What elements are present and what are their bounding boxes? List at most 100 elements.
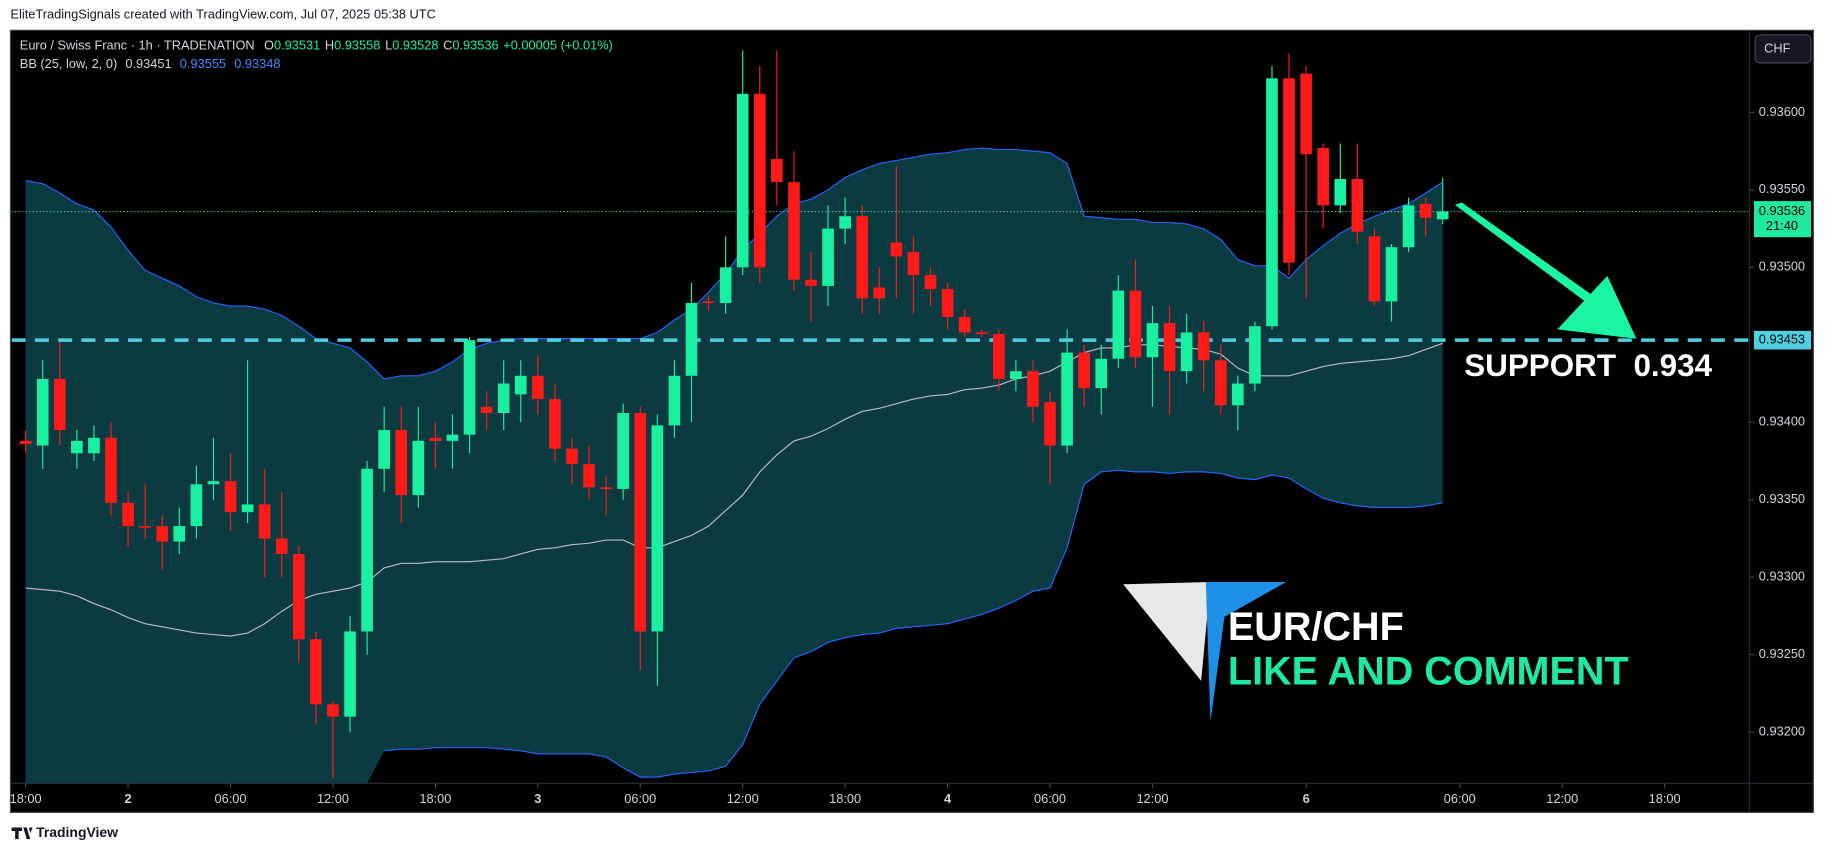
candle-body [53, 378, 66, 431]
candle-body [941, 289, 954, 317]
candle-body [344, 631, 356, 717]
candle-body [1146, 323, 1159, 358]
indicator-value: 0.93348 [234, 57, 280, 72]
x-tick-label: 6 [1303, 791, 1310, 806]
candle-body [361, 468, 373, 632]
ohlc-value: 0.93536 [452, 38, 498, 53]
candle-body [1095, 358, 1108, 389]
ohlc-key: C [443, 38, 452, 53]
candle-body [1368, 236, 1381, 302]
candle-body [241, 504, 254, 513]
candle-body [719, 267, 732, 303]
candle-body [856, 216, 869, 299]
candle-body [395, 430, 408, 496]
candle-body [327, 704, 339, 717]
candle-body [1078, 352, 1090, 389]
y-tick-label: 0.93500 [1759, 259, 1805, 274]
candle-body [1180, 332, 1193, 372]
band-upper [25, 147, 1444, 380]
candle-body [583, 464, 595, 488]
candle-body [617, 412, 630, 489]
candle-body [1163, 323, 1176, 372]
x-tick-label: 12:00 [1136, 791, 1168, 806]
arrow-head [1557, 275, 1637, 339]
candle-body [1010, 371, 1022, 379]
candle-body [651, 425, 664, 632]
candle-body [634, 412, 647, 632]
candle-body [1351, 179, 1364, 232]
y-tick-label: 0.93350 [1759, 491, 1805, 506]
candle-body [1044, 402, 1056, 446]
candle-body [1197, 332, 1210, 361]
legend-line: Euro / Swiss Franc · 1h · TRADENATION O0.… [20, 38, 613, 53]
candle-body [1436, 211, 1449, 220]
candle-body [702, 301, 715, 303]
candle-body [463, 340, 476, 435]
footer: TradingView [36, 824, 118, 840]
candle-body [685, 302, 698, 376]
candle-body [1061, 352, 1073, 446]
x-tick-label: 12:00 [1546, 791, 1578, 806]
x-tick-label: 06:00 [1034, 791, 1066, 806]
y-tick-label: 0.93250 [1759, 646, 1805, 661]
indicator-line: BB (25, low, 2, 0) 0.93451 0.93555 0.93348 [20, 57, 281, 72]
band-lower [384, 469, 1443, 778]
support-annotation: SUPPORT 0.934 [1464, 348, 1712, 383]
candle-body [924, 275, 937, 290]
ohlc-value: 0.93558 [334, 38, 380, 53]
arrow-shaft [1454, 202, 1595, 305]
x-tick-label: 12:00 [727, 791, 759, 806]
overlay: SUPPORT 0.934 EUR/CHF LIKE AND COMMENT [1123, 202, 1713, 722]
candle-body [139, 526, 151, 528]
band-fill [25, 148, 1443, 784]
ohlc-value: 0.93528 [392, 38, 438, 53]
logo-white [1123, 581, 1211, 681]
indicator-value: 0.93555 [180, 57, 226, 72]
ohlc-key: H [325, 38, 334, 53]
header: EliteTradingSignals created with Trading… [10, 7, 435, 22]
x-tick-label: 18:00 [829, 791, 861, 806]
candle-body [173, 526, 186, 542]
logo-blue [1205, 581, 1287, 722]
candle-body [1249, 326, 1261, 384]
candle-body [1317, 148, 1330, 206]
ohlc-key: O [264, 38, 274, 53]
candle-body [549, 399, 561, 449]
candle-body [1214, 360, 1227, 406]
candle-body [122, 502, 134, 527]
candle-body [788, 182, 800, 280]
candle-body [1266, 78, 1278, 327]
x-tick-label: 06:00 [624, 791, 656, 806]
currency[interactable]: CHF [1764, 40, 1790, 55]
candle-body [753, 93, 766, 268]
currency-button[interactable] [1754, 34, 1812, 64]
x-tick-label: 12:00 [317, 791, 349, 806]
candle-body [258, 504, 271, 539]
candle-body [1300, 73, 1312, 155]
x-tick-label: 18:00 [10, 791, 42, 806]
support-label-box [1754, 330, 1812, 350]
x-tick-label: 2 [125, 791, 132, 806]
candle-body [412, 440, 425, 496]
y-tick-label: 0.93300 [1759, 569, 1805, 584]
ohlc-value: 0.93531 [274, 38, 320, 53]
ohlc-key: L [385, 38, 392, 53]
candle-body [514, 375, 527, 395]
candle-body [975, 332, 988, 334]
countdown: 21:40 [1766, 218, 1798, 233]
indicator-label: BB (25, low, 2, 0) [20, 57, 117, 72]
candle-body [1419, 203, 1432, 218]
candle-body [1402, 205, 1415, 248]
candle-body [600, 487, 612, 489]
y-tick-label: 0.93550 [1759, 181, 1805, 196]
candle-body [1334, 179, 1347, 206]
candle-body [275, 538, 288, 554]
candle-body [822, 228, 834, 286]
last-price-box [1754, 201, 1812, 238]
candle-body [1232, 383, 1244, 406]
candle-body [1385, 247, 1398, 302]
candle-body [19, 440, 32, 444]
x-tick-label: 18:00 [419, 791, 451, 806]
x-tick-label: 06:00 [215, 791, 247, 806]
